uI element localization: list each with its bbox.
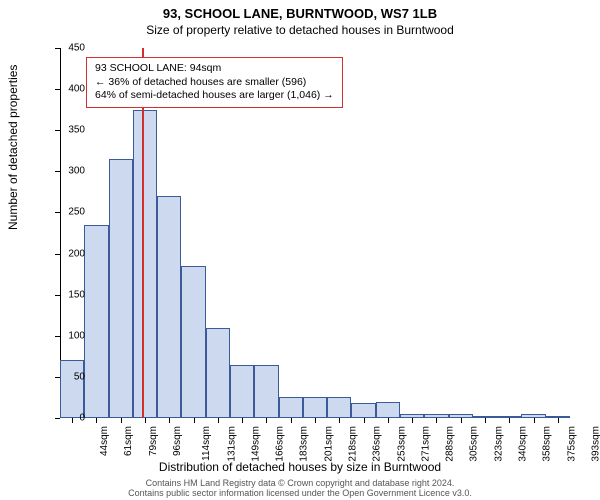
x-tick-label: 305sqm xyxy=(469,426,480,462)
histogram-bar xyxy=(181,266,205,418)
x-tick-label: 323sqm xyxy=(493,426,504,462)
info-box-line: 93 SCHOOL LANE: 94sqm xyxy=(95,62,334,76)
histogram-bar xyxy=(109,159,133,418)
x-tick-label: 218sqm xyxy=(348,426,359,462)
y-tick-label: 250 xyxy=(45,207,85,218)
x-tick-mark xyxy=(266,418,267,423)
histogram-bar xyxy=(60,360,84,418)
y-axis-label: Number of detached properties xyxy=(6,65,20,230)
x-tick-mark xyxy=(364,418,365,423)
histogram-bar xyxy=(157,196,181,418)
chart-title-sub: Size of property relative to detached ho… xyxy=(0,21,600,37)
footer-line2: Contains public sector information licen… xyxy=(0,488,600,498)
histogram-bar xyxy=(206,328,230,418)
histogram-bar xyxy=(230,365,254,418)
x-tick-mark xyxy=(412,418,413,423)
chart-title-main: 93, SCHOOL LANE, BURNTWOOD, WS7 1LB xyxy=(0,0,600,21)
x-tick-label: 340sqm xyxy=(518,426,529,462)
info-box: 93 SCHOOL LANE: 94sqm← 36% of detached h… xyxy=(86,57,343,108)
footer-attribution: Contains HM Land Registry data © Crown c… xyxy=(0,478,600,499)
histogram-bar xyxy=(327,397,351,418)
x-tick-mark xyxy=(534,418,535,423)
x-tick-mark xyxy=(558,418,559,423)
x-axis-label: Distribution of detached houses by size … xyxy=(0,460,600,474)
x-tick-label: 288sqm xyxy=(445,426,456,462)
x-tick-mark xyxy=(509,418,510,423)
x-tick-label: 183sqm xyxy=(299,426,310,462)
x-tick-label: 253sqm xyxy=(396,426,407,462)
histogram-bar xyxy=(376,402,400,418)
y-tick-label: 450 xyxy=(45,43,85,54)
histogram-bar xyxy=(279,397,303,418)
x-tick-mark xyxy=(339,418,340,423)
y-tick-label: 200 xyxy=(45,248,85,259)
x-tick-label: 375sqm xyxy=(566,426,577,462)
histogram-bar xyxy=(303,397,327,418)
y-tick-label: 300 xyxy=(45,166,85,177)
x-tick-label: 131sqm xyxy=(226,426,237,462)
x-tick-mark xyxy=(315,418,316,423)
x-tick-mark xyxy=(436,418,437,423)
x-tick-mark xyxy=(242,418,243,423)
y-tick-label: 400 xyxy=(45,84,85,95)
x-tick-label: 271sqm xyxy=(420,426,431,462)
x-tick-mark xyxy=(291,418,292,423)
x-tick-mark xyxy=(218,418,219,423)
histogram-bar xyxy=(84,225,108,418)
x-tick-mark xyxy=(485,418,486,423)
x-tick-mark xyxy=(96,418,97,423)
x-tick-label: 166sqm xyxy=(275,426,286,462)
x-tick-mark xyxy=(194,418,195,423)
x-tick-label: 393sqm xyxy=(590,426,600,462)
x-tick-label: 236sqm xyxy=(372,426,383,462)
histogram-bar xyxy=(133,110,157,418)
y-tick-label: 350 xyxy=(45,125,85,136)
x-tick-label: 149sqm xyxy=(250,426,261,462)
x-tick-label: 61sqm xyxy=(123,426,134,456)
x-tick-mark xyxy=(121,418,122,423)
histogram-bar xyxy=(351,403,375,418)
info-box-line: 64% of semi-detached houses are larger (… xyxy=(95,89,334,103)
x-tick-label: 44sqm xyxy=(99,426,110,456)
y-tick-label: 50 xyxy=(45,371,85,382)
x-tick-label: 79sqm xyxy=(148,426,159,456)
y-tick-label: 150 xyxy=(45,289,85,300)
x-tick-label: 96sqm xyxy=(172,426,183,456)
info-box-line: ← 36% of detached houses are smaller (59… xyxy=(95,76,334,90)
x-tick-mark xyxy=(388,418,389,423)
x-tick-label: 358sqm xyxy=(542,426,553,462)
x-tick-mark xyxy=(461,418,462,423)
footer-line1: Contains HM Land Registry data © Crown c… xyxy=(0,478,600,488)
y-tick-label: 0 xyxy=(45,413,85,424)
x-tick-mark xyxy=(145,418,146,423)
x-tick-label: 114sqm xyxy=(201,426,212,461)
x-tick-mark xyxy=(169,418,170,423)
histogram-bar xyxy=(254,365,278,418)
x-tick-label: 201sqm xyxy=(323,426,334,462)
y-tick-label: 100 xyxy=(45,330,85,341)
